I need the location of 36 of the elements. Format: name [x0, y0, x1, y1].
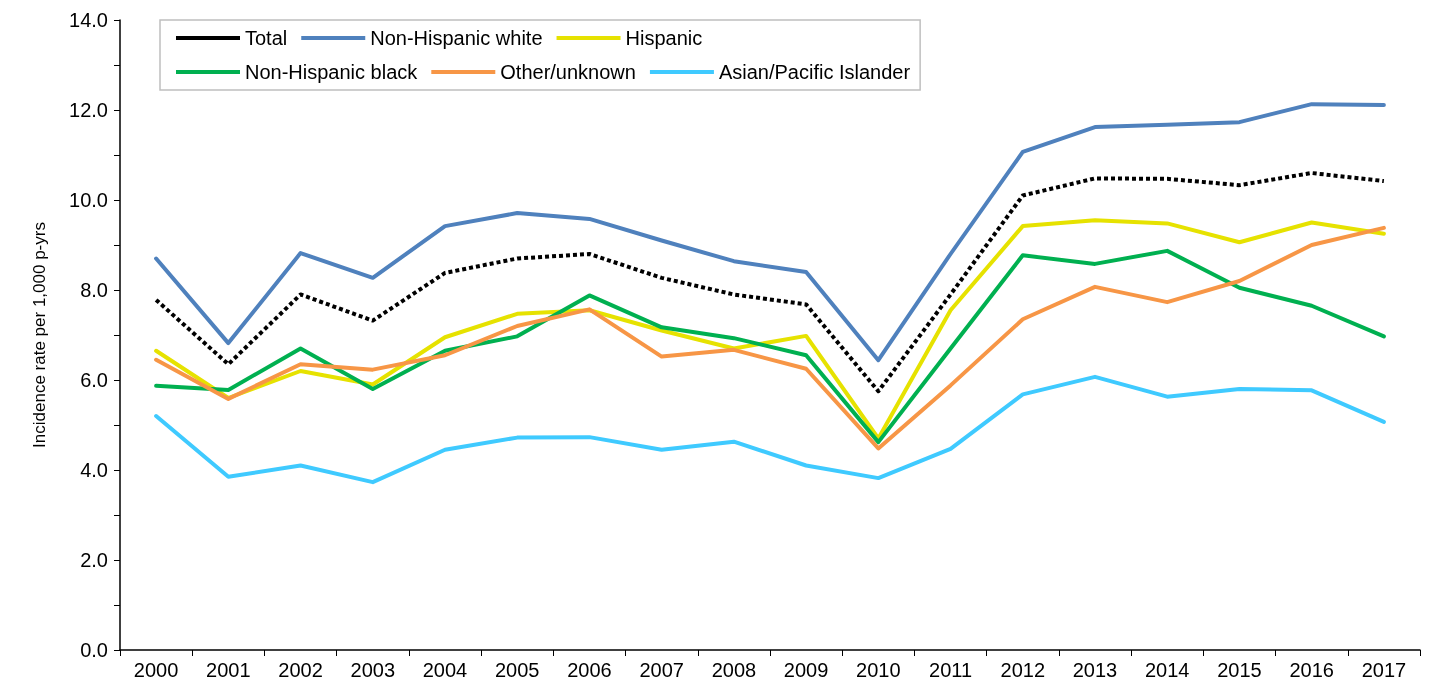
y-tick-label: 12.0 — [69, 99, 108, 121]
x-tick-label: 2009 — [783, 659, 829, 681]
x-tick-label: 2005 — [494, 659, 540, 681]
x-tick-label: 2004 — [422, 659, 468, 681]
x-tick-label: 2008 — [711, 659, 757, 681]
y-axis-title: Incidence rate per 1,000 p-yrs — [30, 222, 49, 448]
x-tick-label: 2002 — [278, 659, 323, 681]
x-tick-label: 2011 — [929, 659, 973, 681]
x-tick-label: 2015 — [1217, 659, 1262, 681]
y-tick-label: 2.0 — [80, 549, 108, 571]
x-tick-label: 2010 — [856, 659, 901, 681]
legend-label: Non-Hispanic white — [370, 27, 543, 49]
y-tick-label: 4.0 — [80, 459, 108, 481]
legend-label: Hispanic — [625, 27, 703, 49]
line-series — [154, 171, 1386, 394]
y-tick-label: 8.0 — [80, 279, 108, 301]
x-tick-label: 2013 — [1072, 659, 1118, 681]
x-tick-label: 2000 — [133, 659, 179, 681]
x-tick-label: 2001 — [206, 659, 251, 681]
x-tick-label: 2014 — [1144, 659, 1190, 681]
legend-label: Other/unknown — [500, 61, 636, 83]
x-tick-label: 2012 — [1000, 659, 1046, 681]
y-tick-label: 6.0 — [80, 369, 108, 391]
x-tick-label: 2003 — [350, 659, 396, 681]
x-tick-label: 2007 — [639, 659, 684, 681]
y-tick-label: 0.0 — [80, 639, 108, 661]
legend-label: Non-Hispanic black — [245, 61, 419, 83]
x-tick-label: 2006 — [567, 659, 612, 681]
y-tick-label: 14.0 — [69, 9, 108, 31]
legend-label: Total — [245, 27, 288, 49]
x-tick-label: 2017 — [1361, 659, 1407, 681]
legend-label: Asian/Pacific Islander — [718, 61, 911, 83]
line-series — [154, 102, 1386, 363]
x-tick-label: 2016 — [1289, 659, 1334, 681]
line-series — [154, 374, 1386, 485]
y-tick-label: 10.0 — [69, 189, 108, 211]
